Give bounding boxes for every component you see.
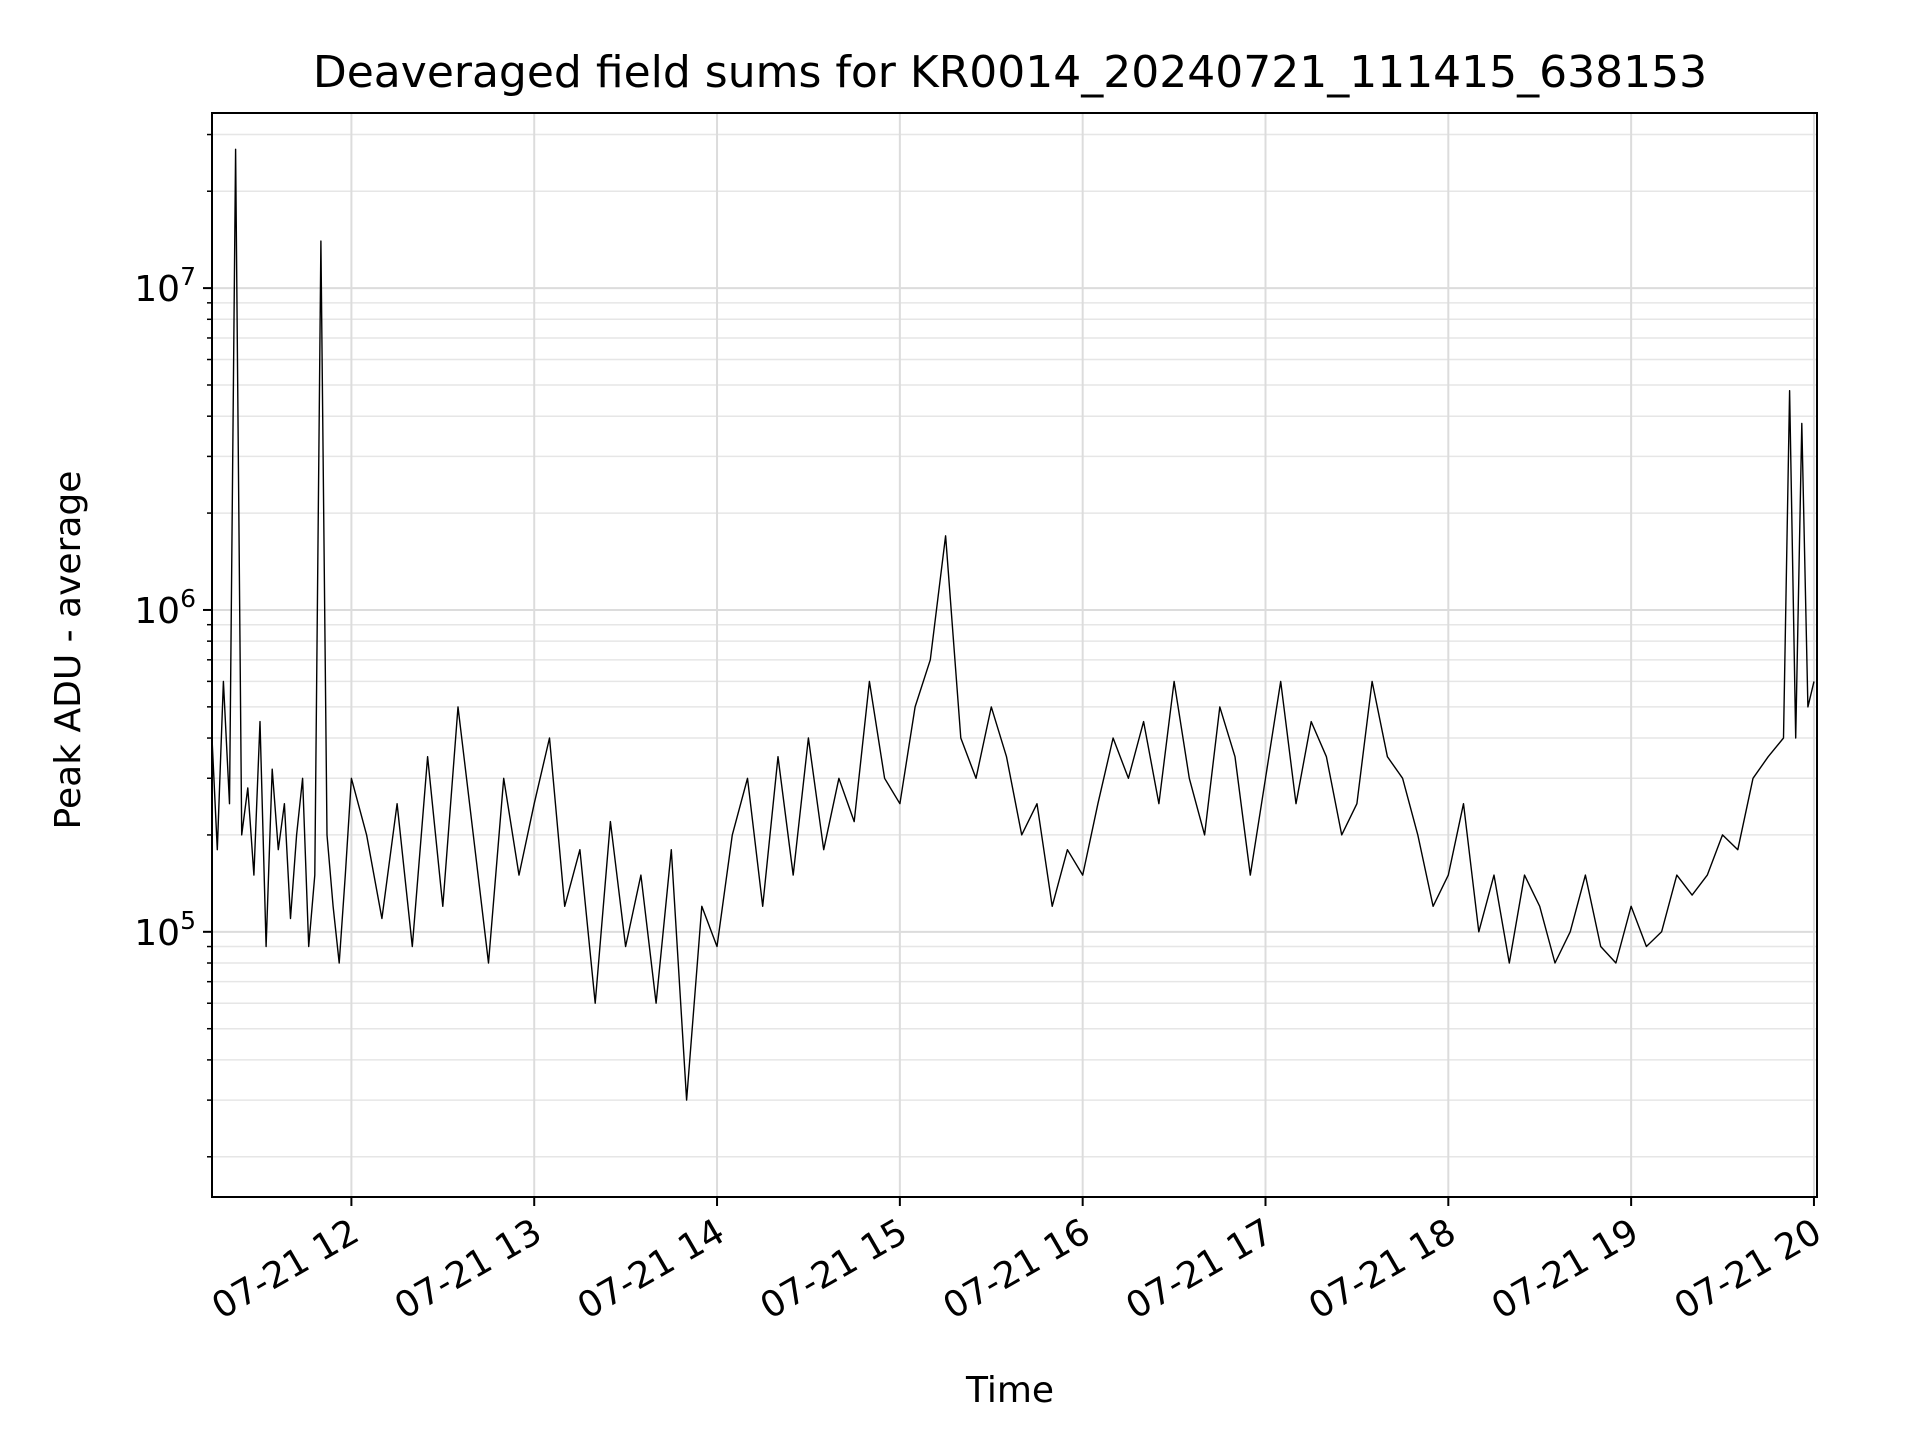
y-tick-base: 10 [134, 913, 180, 954]
y-tick-base: 10 [134, 269, 180, 310]
x-tick-label: 07-21 17 [1119, 1211, 1280, 1327]
chart-title: Deaveraged field sums for KR0014_2024072… [313, 47, 1707, 98]
x-tick-label: 07-21 15 [754, 1211, 915, 1327]
x-axis-label: Time [965, 1370, 1054, 1411]
y-axis-label: Peak ADU - average [48, 471, 89, 830]
x-tick-label: 07-21 20 [1668, 1211, 1829, 1327]
y-tick-exponent: 5 [180, 906, 196, 935]
x-tick-label: 07-21 14 [571, 1211, 732, 1327]
x-tick-label: 07-21 16 [937, 1211, 1098, 1327]
y-tick-exponent: 7 [180, 262, 196, 291]
x-tick-label: 07-21 18 [1302, 1211, 1463, 1327]
x-tick-label: 07-21 12 [205, 1211, 366, 1327]
x-tick-label: 07-21 13 [388, 1211, 549, 1327]
y-tick-label: 106 [134, 584, 196, 632]
series-line [211, 148, 1815, 1101]
plot-frame [211, 112, 1818, 1198]
y-tick-label: 107 [134, 262, 196, 310]
x-tick-label: 07-21 19 [1485, 1211, 1646, 1327]
gridlines [212, 113, 1817, 1197]
y-tick-label: 105 [134, 906, 196, 954]
y-tick-base: 10 [134, 591, 180, 632]
x-axis: 07-21 12 07-21 13 07-21 14 07-21 15 07-21 16… [205, 1197, 1828, 1328]
y-tick-exponent: 6 [180, 584, 196, 613]
